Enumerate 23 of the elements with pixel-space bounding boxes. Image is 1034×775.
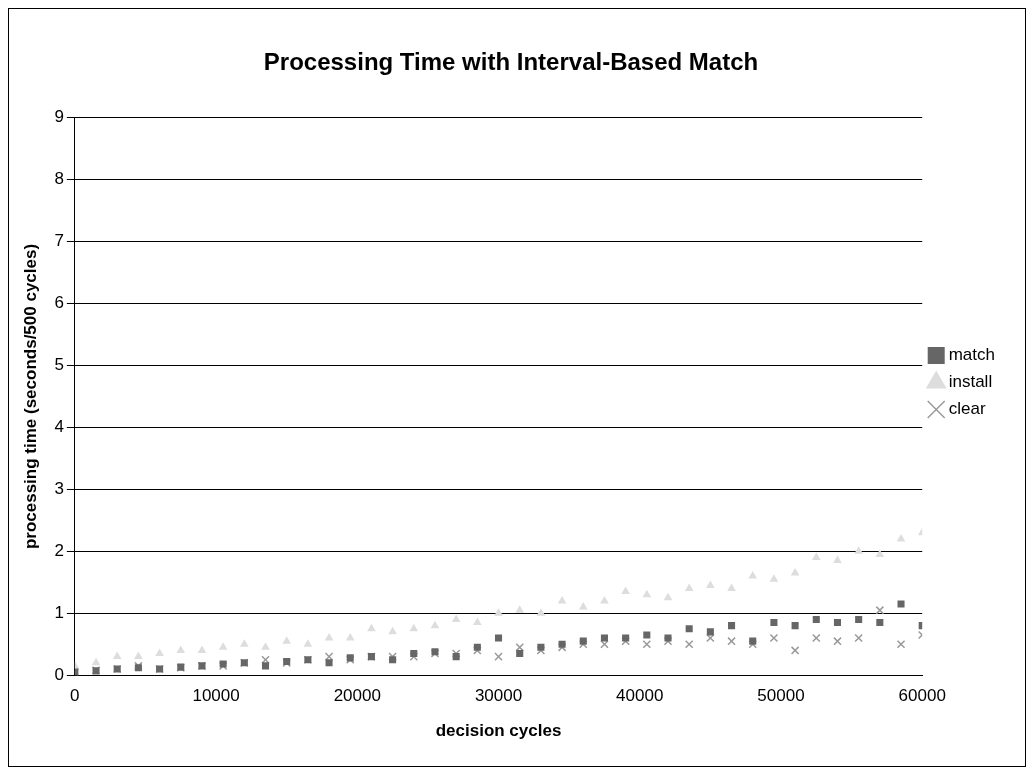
x-tick-label: 0: [70, 686, 80, 706]
x-tick-label: 30000: [474, 686, 523, 706]
x-tick-label: 50000: [757, 686, 805, 706]
y-tick-label: 5: [54, 355, 64, 375]
y-tick-label: 7: [54, 231, 64, 251]
y-tick-label: 9: [54, 107, 64, 127]
y-tick-label: 6: [54, 293, 64, 313]
x-tick-label: 40000: [616, 686, 664, 706]
y-tick-label: 2: [54, 541, 64, 561]
x-tick-label: 60000: [898, 686, 946, 706]
y-tick-label: 1: [54, 602, 64, 622]
y-axis-title: processing time (seconds/500 cycles): [20, 243, 40, 550]
legend-label: install: [948, 372, 993, 392]
chart-title: Processing Time with Interval-Based Match: [263, 48, 759, 76]
legend-label: clear: [948, 399, 986, 419]
y-tick-label: 3: [54, 479, 64, 499]
y-tick-label: 8: [54, 169, 64, 189]
y-tick-label: 4: [54, 417, 64, 437]
y-tick-label: 0: [54, 664, 64, 684]
x-axis-title: decision cycles: [435, 721, 562, 741]
legend-label: match: [948, 345, 995, 365]
x-tick-label: 10000: [192, 686, 240, 706]
x-tick-label: 20000: [333, 686, 381, 706]
